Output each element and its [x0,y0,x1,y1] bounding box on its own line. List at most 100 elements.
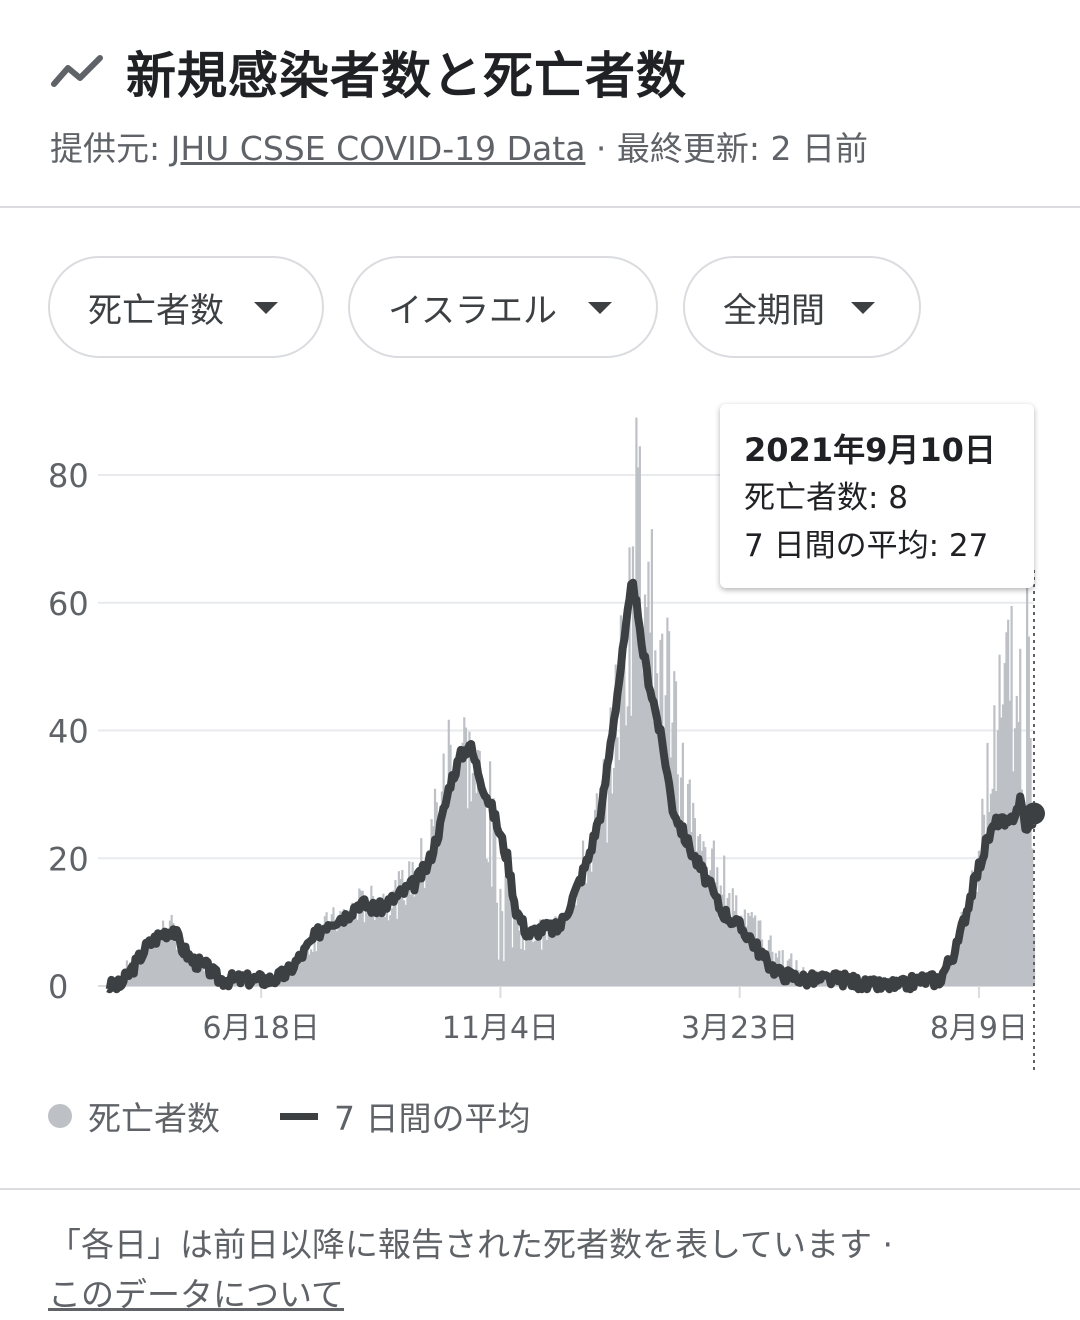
daily-deaths-bar [497,959,500,986]
daily-deaths-bar [433,788,437,986]
daily-deaths-bar [962,920,965,986]
daily-deaths-bar [676,774,679,986]
daily-deaths-bar [413,896,416,986]
daily-deaths-bar [724,916,728,986]
daily-deaths-bar [186,956,189,986]
y-tick-label: 80 [48,457,89,495]
legend-line-swatch [280,1112,318,1120]
region-dropdown[interactable]: イスラエル [348,256,658,358]
daily-deaths-bar [705,867,709,986]
daily-deaths-bar [549,920,552,986]
daily-deaths-bar [402,900,406,986]
header: 新規感染者数と死亡者数 提供元: JHU CSSE COVID-19 Data … [0,0,1080,208]
daily-deaths-bar [685,844,688,986]
daily-deaths-bar [158,934,161,986]
daily-deaths-bar [578,876,581,986]
daily-deaths-bar [146,950,149,986]
daily-deaths-bar [692,802,695,986]
daily-deaths-bar [993,705,996,986]
daily-deaths-bar [494,825,497,986]
metric-dropdown[interactable]: 死亡者数 [48,256,324,358]
period-dropdown[interactable]: 全期間 [683,256,921,358]
daily-deaths-bar [972,875,975,986]
daily-deaths-bar [155,940,158,986]
divider [0,1188,1080,1190]
daily-deaths-bar [583,865,586,986]
daily-deaths-bar [156,929,160,986]
daily-deaths-bar [568,916,571,986]
daily-deaths-bar [547,923,550,986]
daily-deaths-bar [366,915,369,986]
daily-deaths-bar [335,931,339,986]
daily-deaths-bar [153,947,156,986]
deaths-chart[interactable]: 0 20 40 60 80 6月18日 11月4日 3月23日 8月9日 [0,380,1080,1080]
daily-deaths-bar [659,639,662,986]
daily-deaths-bar [499,888,502,986]
daily-deaths-bar [742,937,745,986]
daily-deaths-bar [456,770,459,986]
daily-deaths-bar [700,850,703,986]
daily-deaths-bar [334,925,337,986]
daily-deaths-bar [735,895,738,986]
daily-deaths-bar [680,777,683,986]
daily-deaths-bar [984,857,987,986]
daily-deaths-bar [822,979,826,986]
daily-deaths-bar [982,814,986,986]
daily-deaths-bar [340,914,344,986]
daily-deaths-bar [174,931,177,986]
daily-deaths-bar [313,932,316,986]
daily-deaths-bar [592,825,595,986]
daily-deaths-bar [304,944,308,986]
daily-deaths-bar [740,915,743,986]
daily-deaths-bar [459,755,462,986]
daily-deaths-bar [353,909,356,986]
daily-deaths-bar [144,940,147,986]
filter-chips: 死亡者数 イスラエル 全期間 [0,256,1080,362]
caret-down-icon [254,302,278,314]
daily-deaths-bar [414,887,418,986]
daily-deaths-bar [573,897,576,986]
daily-deaths-bar [752,917,755,986]
daily-deaths-bar [545,939,549,986]
daily-deaths-bar [492,798,495,986]
tooltip-date: 2021年9月10日 [744,431,996,469]
daily-deaths-bar [662,765,666,986]
daily-deaths-bar [733,910,736,986]
daily-deaths-bar [447,719,450,986]
daily-deaths-bar [635,417,638,987]
daily-deaths-bar [330,914,333,986]
daily-deaths-bar [458,757,461,986]
daily-deaths-bar [310,949,313,986]
x-tick-label: 6月18日 [203,1011,320,1046]
daily-deaths-bar [755,938,758,986]
daily-deaths-bar [561,914,564,986]
daily-deaths-bar [960,911,963,986]
daily-deaths-bar [597,804,600,986]
daily-deaths-bar [649,632,652,986]
daily-deaths-bar [411,862,414,986]
daily-deaths-bar [177,943,180,986]
daily-deaths-bar [678,833,681,986]
daily-deaths-bar [308,954,311,986]
daily-deaths-bar [291,971,294,986]
about-data-link[interactable]: このデータについて [48,1275,345,1314]
daily-deaths-bar [595,793,598,986]
daily-deaths-bar [387,920,390,986]
daily-deaths-bar [332,907,335,986]
source-link[interactable]: JHU CSSE COVID-19 Data [170,129,586,168]
caret-down-icon [588,302,612,314]
legend-bars-label: 死亡者数 [88,1099,220,1138]
daily-deaths-bar [390,908,394,986]
daily-deaths-bar [707,881,710,986]
legend-bar-swatch [48,1104,72,1128]
daily-deaths-bar [416,890,419,986]
daily-deaths-bar [490,886,493,986]
daily-deaths-bar [958,922,962,986]
last-updated: 最終更新: 2 日前 [616,129,868,168]
daily-deaths-bar [172,922,175,986]
metric-dropdown-label: 死亡者数 [88,290,224,331]
daily-deaths-bar [323,916,326,986]
daily-deaths-bar [599,788,602,986]
daily-deaths-bar [337,915,340,986]
daily-deaths-bar [989,793,993,986]
